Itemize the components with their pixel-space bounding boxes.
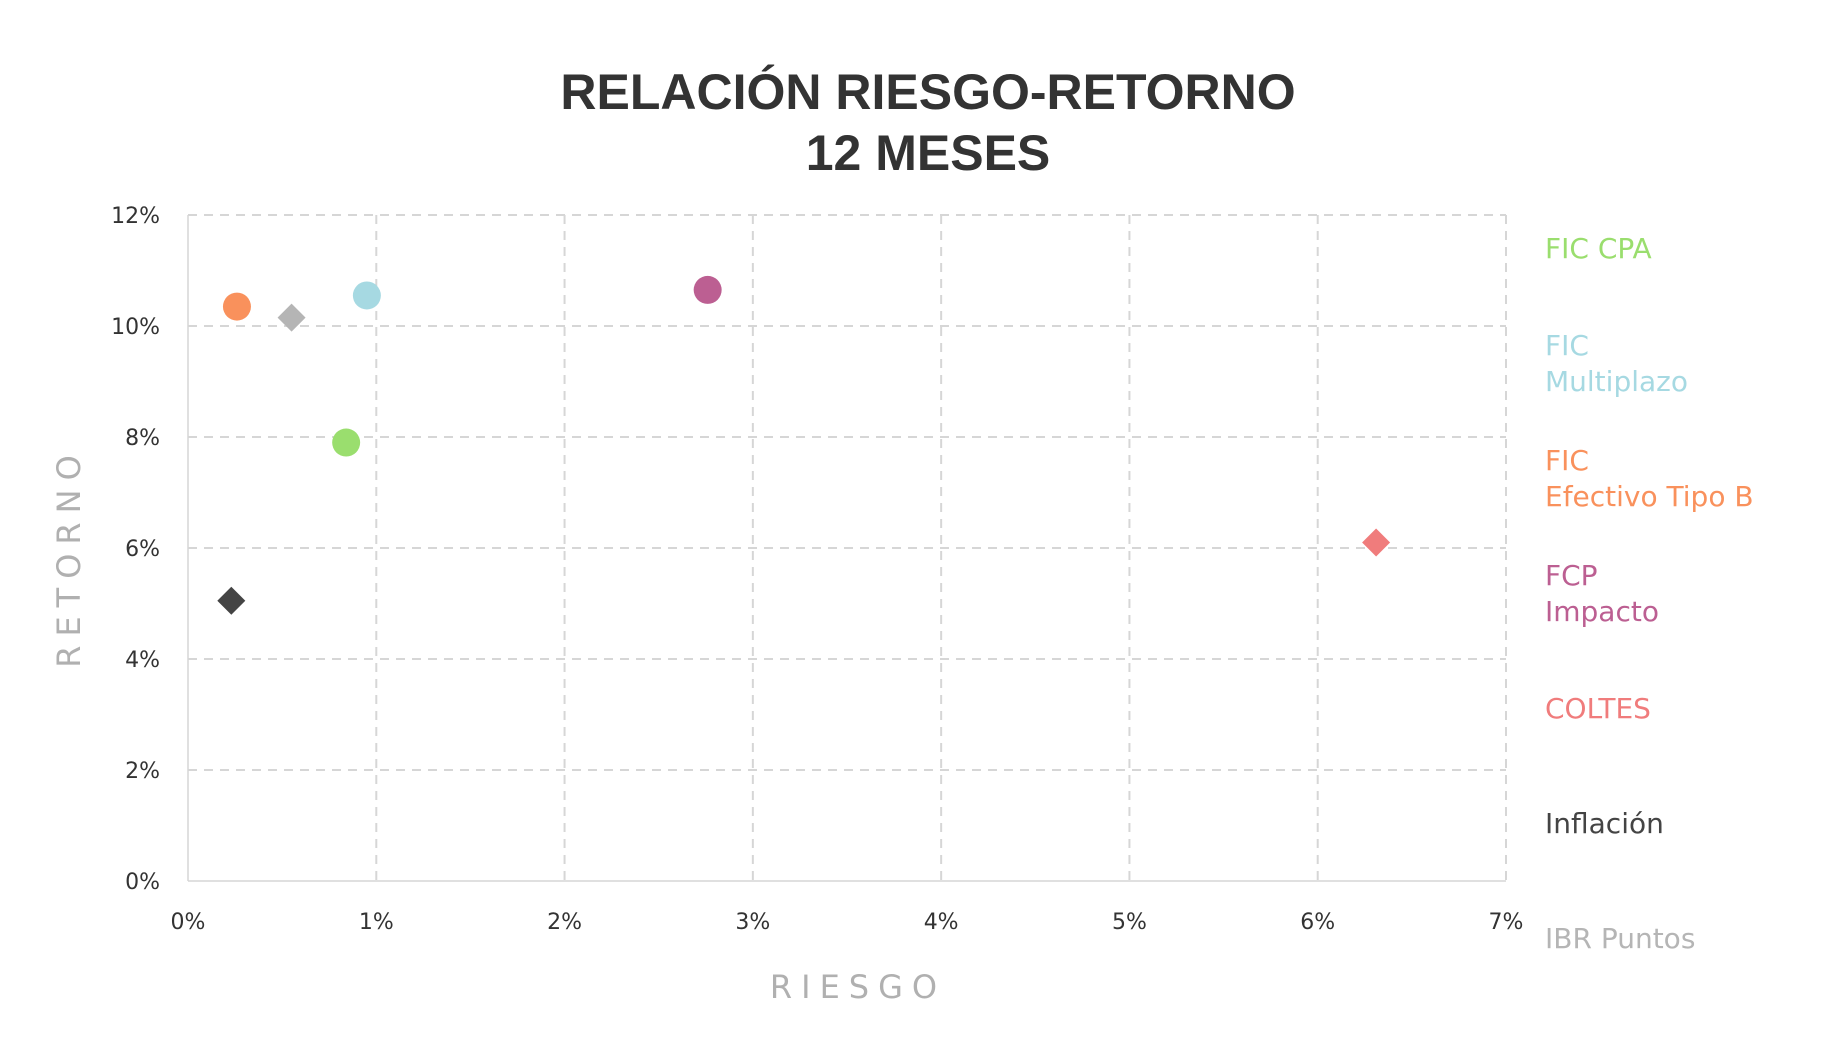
legend-entry: Inflación	[1545, 807, 1664, 840]
chart-title-line-1: RELACIÓN RIESGO-RETORNO	[560, 64, 1295, 120]
data-point-circle	[222, 292, 251, 321]
x-tick-label: 5%	[1112, 910, 1147, 935]
legend-entry: IBR Puntos	[1545, 922, 1695, 955]
data-point-circle	[352, 281, 381, 310]
legend-entry: FCP	[1545, 559, 1598, 592]
x-tick-label: 2%	[547, 910, 582, 935]
y-tick-label: 6%	[125, 537, 160, 562]
legend-entry: Multiplazo	[1545, 365, 1688, 398]
data-point-diamond	[217, 586, 246, 615]
y-tick-label: 0%	[125, 870, 160, 895]
y-tick-label: 12%	[111, 204, 160, 229]
y-axis-label: RETORNO	[50, 446, 88, 668]
axis-ticks: 0% 1% 2% 3% 4% 5% 6% 7% 0% 2% 4% 6% 8% 10% 12%	[111, 204, 1523, 935]
legend-entry: FIC	[1545, 444, 1589, 477]
data-point-diamond	[1362, 528, 1391, 557]
data-point-diamond	[277, 303, 306, 332]
y-tick-label: 10%	[111, 315, 160, 340]
data-point-circle	[693, 275, 722, 304]
grid	[187, 214, 1507, 882]
x-tick-label: 4%	[924, 910, 959, 935]
y-tick-label: 8%	[125, 426, 160, 451]
data-points	[217, 275, 1391, 615]
x-axis-label: RIESGO	[770, 968, 946, 1006]
legend-entry: Efectivo Tipo B	[1545, 480, 1754, 513]
chart-title-line-2: 12 MESES	[806, 125, 1051, 181]
y-tick-label: 4%	[125, 648, 160, 673]
x-tick-label: 6%	[1300, 910, 1335, 935]
x-tick-label: 3%	[735, 910, 770, 935]
legend-entry: FIC	[1545, 329, 1589, 362]
legend-entry: Impacto	[1545, 595, 1659, 628]
legend-entry: FIC CPA	[1545, 232, 1652, 265]
x-tick-label: 0%	[171, 910, 206, 935]
x-tick-label: 1%	[359, 910, 394, 935]
y-tick-label: 2%	[125, 759, 160, 784]
legend-entry: COLTES	[1545, 692, 1651, 725]
x-tick-label: 7%	[1489, 910, 1524, 935]
data-point-circle	[332, 428, 361, 457]
